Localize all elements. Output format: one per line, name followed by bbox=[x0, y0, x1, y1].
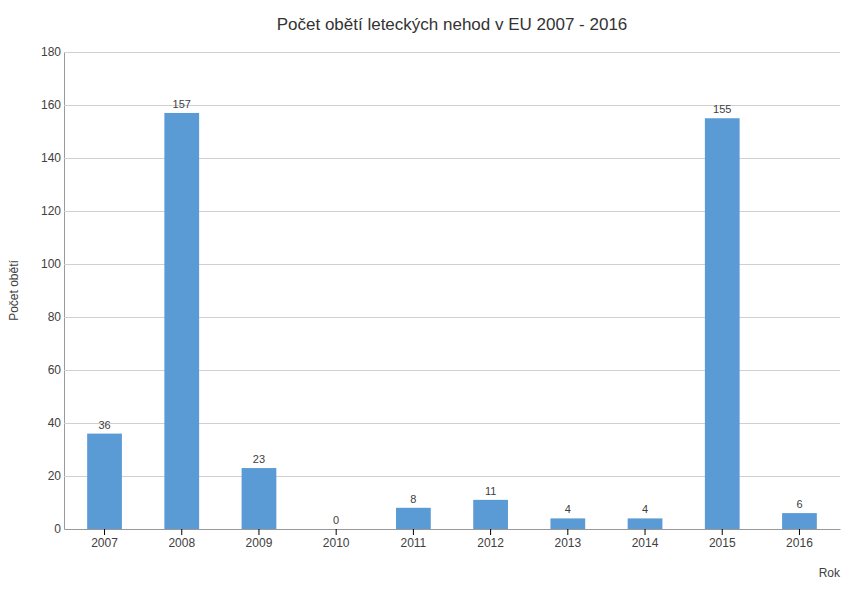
data-label: 23 bbox=[253, 453, 265, 465]
data-label: 36 bbox=[98, 419, 110, 431]
y-tick-label: 100 bbox=[41, 257, 61, 271]
y-tick-label: 60 bbox=[48, 363, 62, 377]
x-tick-label: 2009 bbox=[246, 536, 273, 550]
grid-line bbox=[64, 52, 840, 53]
data-label: 11 bbox=[485, 485, 496, 497]
x-tick-mark bbox=[799, 529, 800, 535]
y-tick-label: 80 bbox=[48, 310, 62, 324]
y-tick-label: 160 bbox=[41, 98, 61, 112]
x-tick-mark bbox=[490, 529, 491, 535]
x-tick: 2012 bbox=[477, 529, 504, 550]
x-axis: 2007 2008 2009 2010 2011 2012 2013 2014 2015 2016 bbox=[65, 529, 841, 550]
x-tick-label: 2012 bbox=[477, 536, 504, 550]
x-axis-line bbox=[65, 529, 841, 530]
x-tick: 2014 bbox=[632, 529, 659, 550]
plot: 0204060801001201401601802007200820092010… bbox=[41, 45, 841, 549]
x-tick-mark bbox=[567, 529, 568, 535]
x-tick: 2009 bbox=[246, 529, 273, 550]
x-tick-mark bbox=[645, 529, 646, 535]
x-tick: 2008 bbox=[168, 529, 195, 550]
x-axis-title: Rok bbox=[819, 566, 841, 580]
bar bbox=[782, 513, 817, 529]
x-tick-mark bbox=[413, 529, 414, 535]
y-tick: 180 bbox=[41, 45, 840, 59]
y-tick-label: 120 bbox=[41, 204, 61, 218]
x-tick: 2013 bbox=[554, 529, 581, 550]
x-tick-mark bbox=[181, 529, 182, 535]
data-label: 6 bbox=[796, 498, 802, 510]
y-tick-label: 0 bbox=[54, 522, 61, 536]
x-tick: 2010 bbox=[323, 529, 350, 550]
x-tick-label: 2016 bbox=[786, 536, 813, 550]
y-axis-line bbox=[64, 53, 65, 530]
bar bbox=[396, 508, 431, 529]
x-tick-label: 2014 bbox=[632, 536, 659, 550]
data-label: 157 bbox=[173, 98, 191, 110]
y-axis: 020406080100120140160180 bbox=[41, 45, 840, 536]
x-tick-label: 2010 bbox=[323, 536, 350, 550]
data-label: 0 bbox=[333, 514, 339, 526]
bars bbox=[87, 113, 817, 529]
x-tick-label: 2007 bbox=[91, 536, 118, 550]
x-tick-mark bbox=[104, 529, 105, 535]
data-label: 4 bbox=[642, 503, 648, 515]
data-label: 4 bbox=[565, 503, 571, 515]
x-tick: 2011 bbox=[400, 529, 426, 550]
x-tick-mark bbox=[336, 529, 337, 535]
y-tick-label: 180 bbox=[41, 45, 61, 59]
grid-line bbox=[64, 529, 840, 530]
bar bbox=[242, 468, 277, 529]
y-tick-label: 140 bbox=[41, 151, 61, 165]
title: Počet obětí leteckých nehod v EU 2007 - … bbox=[277, 15, 628, 34]
y-axis-title: Počet obětí bbox=[7, 259, 21, 320]
data-label: 8 bbox=[410, 493, 416, 505]
x-tick: 2016 bbox=[786, 529, 813, 550]
x-tick-mark bbox=[722, 529, 723, 535]
bar bbox=[628, 518, 663, 529]
bar bbox=[473, 500, 508, 529]
chart: 0204060801001201401601802007200820092010… bbox=[0, 0, 866, 591]
bar bbox=[319, 529, 354, 530]
x-tick-label: 2015 bbox=[709, 536, 736, 550]
x-tick: 2015 bbox=[709, 529, 736, 550]
bar bbox=[87, 434, 122, 529]
bar bbox=[164, 113, 199, 529]
data-labels: 36 157 23 0 8 11 4 4 155 6 bbox=[98, 98, 802, 526]
y-tick-label: 20 bbox=[48, 469, 62, 483]
x-tick: 2007 bbox=[91, 529, 118, 550]
x-tick-label: 2008 bbox=[168, 536, 195, 550]
x-tick-label: 2011 bbox=[400, 536, 426, 550]
data-label: 155 bbox=[713, 103, 731, 115]
x-tick-mark bbox=[258, 529, 259, 535]
bar bbox=[705, 118, 740, 529]
x-tick-label: 2013 bbox=[554, 536, 581, 550]
bar bbox=[550, 518, 585, 529]
y-tick-label: 40 bbox=[48, 416, 62, 430]
